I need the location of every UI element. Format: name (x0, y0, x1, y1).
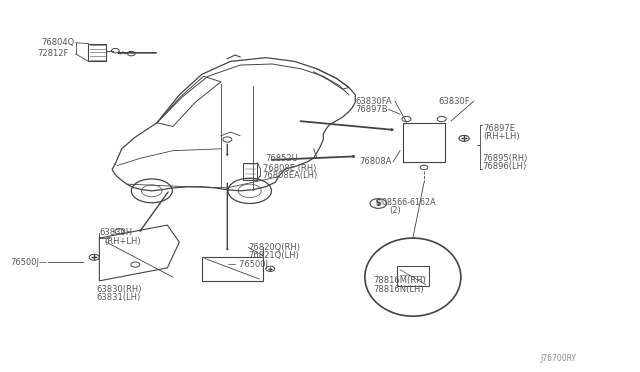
Bar (88, 44, 106, 61)
Text: 76500J—: 76500J— (11, 258, 48, 267)
Text: 76808A: 76808A (360, 157, 392, 166)
Text: — 76500J: — 76500J (228, 260, 268, 269)
Text: 63830H: 63830H (99, 228, 132, 237)
Text: 76895(RH): 76895(RH) (482, 154, 527, 163)
Text: 76821Q(LH): 76821Q(LH) (248, 251, 299, 260)
Text: 63831(LH): 63831(LH) (96, 293, 140, 302)
Text: 63830FA: 63830FA (355, 97, 392, 106)
Text: 76808EA(LH): 76808EA(LH) (262, 171, 317, 180)
Text: ©08566-6162A: ©08566-6162A (374, 198, 436, 207)
Bar (202, 257, 262, 281)
Text: 76852U: 76852U (266, 154, 298, 163)
Text: 76897E: 76897E (483, 124, 515, 133)
Text: J76700RY: J76700RY (541, 355, 577, 363)
Text: 76896(LH): 76896(LH) (482, 162, 526, 171)
Text: 78816N(LH): 78816N(LH) (373, 285, 424, 294)
Text: 63830F: 63830F (438, 97, 470, 106)
Bar (397, 266, 429, 286)
Text: (RH+LH): (RH+LH) (483, 132, 520, 141)
Text: S: S (376, 199, 381, 208)
Text: 63830(RH): 63830(RH) (96, 285, 141, 294)
Text: (RH+LH): (RH+LH) (104, 237, 140, 246)
Text: 72812F: 72812F (37, 49, 68, 58)
Text: 76897B: 76897B (355, 105, 388, 114)
Text: (2): (2) (389, 206, 401, 215)
Text: 76820Q(RH): 76820Q(RH) (248, 243, 300, 252)
Text: 78816M(RH): 78816M(RH) (373, 276, 426, 285)
Text: 76808E (RH): 76808E (RH) (262, 164, 316, 173)
Text: 76804Q: 76804Q (42, 38, 75, 47)
Bar (243, 163, 257, 180)
